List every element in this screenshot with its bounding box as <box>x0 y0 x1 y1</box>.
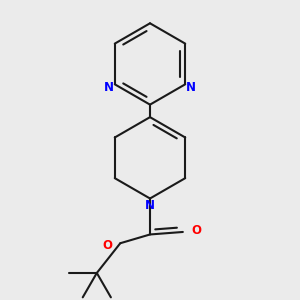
Text: N: N <box>186 81 196 94</box>
Text: O: O <box>191 224 201 237</box>
Text: O: O <box>103 238 113 252</box>
Text: N: N <box>145 199 155 212</box>
Text: N: N <box>104 81 114 94</box>
